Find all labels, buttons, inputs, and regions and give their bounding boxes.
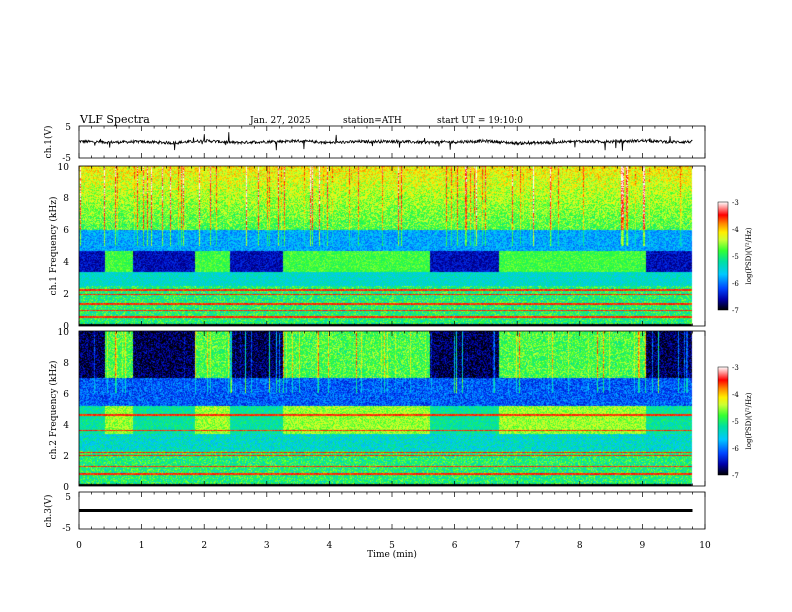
ch1-waveform-panel: 5 -5 ch.1(V) — [43, 123, 706, 164]
ch2-yticks: 0 2 4 6 8 10 — [58, 328, 70, 493]
x-tick-label: 9 — [640, 541, 646, 551]
x-tick-label: 6 — [452, 541, 458, 551]
x-tick-label: 2 — [201, 541, 207, 551]
ch3-ylabel: ch.3(V) — [43, 495, 54, 528]
ch2-ytick-4: 4 — [63, 421, 69, 431]
tick-marks — [78, 126, 706, 529]
ch1-trace — [78, 132, 693, 151]
x-tick-label: 10 — [699, 541, 711, 551]
x-axis-label: Time (min) — [367, 549, 417, 560]
ch2-ytick-2: 2 — [63, 452, 69, 462]
ch1-yticks: 0 2 4 6 8 10 — [58, 163, 70, 332]
header-start-time: start UT = 19:10:0 — [437, 116, 523, 126]
x-axis-tick-labels: 0 1 2 3 4 5 6 7 8 9 10 — [76, 541, 711, 551]
ch1-ytick-4: 4 — [63, 258, 69, 268]
ch1-ytick-2: 2 — [63, 290, 69, 300]
ch1-spectrogram-panel: 0 2 4 6 8 10 ch.1 Frequency (kHz) -3 -4 … — [48, 163, 753, 332]
x-tick-label: 7 — [514, 541, 520, 551]
ch1-colorbar-label: log(PSD)(V²/Hz) — [745, 227, 753, 284]
ch2-ytick-6: 6 — [63, 390, 69, 400]
ch2-cb-tick-m5: -5 — [732, 418, 739, 426]
ch2-colorbar — [717, 366, 729, 476]
header-station: station=ATH — [343, 116, 402, 126]
ch1-cb-tick-m6: -6 — [732, 280, 739, 288]
ch2-spectrogram-ylabel: ch.2 Frequency (kHz) — [48, 361, 59, 460]
ch2-ytick-0: 0 — [63, 483, 69, 493]
ch1-ytick-6: 6 — [63, 226, 69, 236]
ch1-ytick-top: 5 — [65, 123, 71, 133]
x-tick-label: 3 — [264, 541, 270, 551]
ch1-spectrogram-ylabel: ch.1 Frequency (kHz) — [48, 197, 59, 296]
ch1-spectrogram-image — [79, 166, 705, 326]
ch1-ytick-8: 8 — [63, 194, 69, 204]
ch1-cb-tick-m7: -7 — [732, 307, 739, 315]
chart-title: VLF Spectra — [79, 113, 150, 126]
ch3-waveform-panel: 5 -5 ch.3(V) — [43, 491, 706, 534]
ch1-ytick-bottom: -5 — [62, 154, 71, 164]
x-tick-label: 5 — [389, 541, 395, 551]
ch2-ytick-8: 8 — [63, 359, 69, 369]
ch2-spectrogram-image — [79, 331, 705, 486]
ch2-cb-tick-m3: -3 — [732, 364, 739, 372]
ch2-cb-tick-m6: -6 — [732, 445, 739, 453]
ch3-ytick-bottom: -5 — [62, 524, 71, 534]
ch1-ytick-10: 10 — [58, 163, 70, 173]
ch2-ytick-10: 10 — [58, 328, 70, 338]
header-date: Jan. 27, 2025 — [249, 116, 311, 126]
ch1-colorbar — [717, 201, 729, 311]
ch1-ylabel: ch.1(V) — [43, 126, 54, 159]
ch1-cb-tick-m3: -3 — [732, 199, 739, 207]
ch1-cb-tick-m4: -4 — [732, 226, 739, 234]
ch1-trace-line — [78, 132, 693, 151]
x-tick-label: 4 — [327, 541, 333, 551]
x-tick-label: 0 — [76, 541, 82, 551]
ch3-ytick-top: 5 — [65, 493, 71, 503]
ch1-cb-tick-m5: -5 — [732, 253, 739, 261]
ch2-cb-tick-m4: -4 — [732, 391, 739, 399]
ch2-spectrogram-panel: 0 2 4 6 8 10 ch.2 Frequency (kHz) -3 -4 … — [48, 328, 753, 493]
x-tick-label: 1 — [139, 541, 145, 551]
x-tick-label: 8 — [577, 541, 583, 551]
ch1-ytick-0: 0 — [63, 322, 69, 332]
ch2-cb-tick-m7: -7 — [732, 472, 739, 480]
ch2-colorbar-label: log(PSD)(V²/Hz) — [745, 392, 753, 449]
